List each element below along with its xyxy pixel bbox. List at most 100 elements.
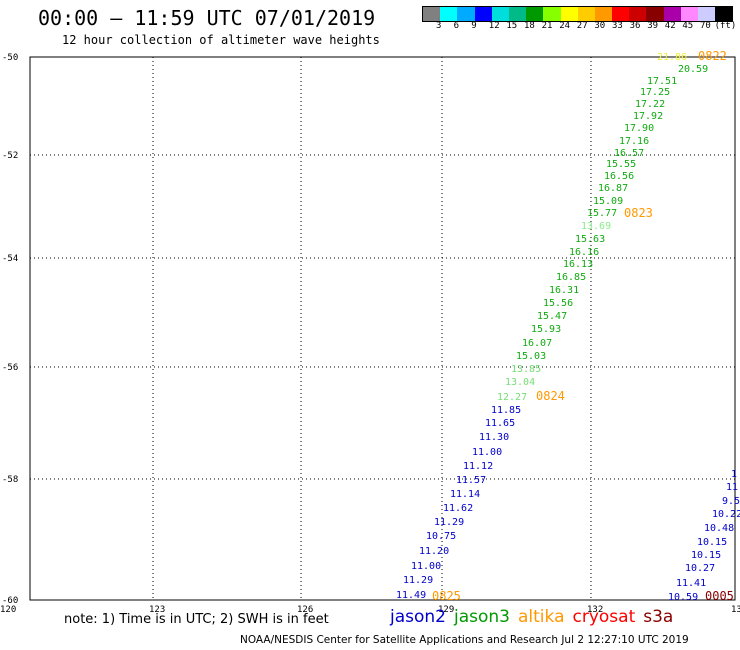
colorbar-label: 24	[559, 21, 571, 31]
swh-value-label: 10.22	[712, 509, 740, 520]
swh-value-label: 16.87	[598, 183, 628, 194]
colorbar-swatch	[629, 7, 647, 21]
swh-value-label: 20.59	[678, 64, 708, 75]
legend-jason2: jason2	[390, 607, 446, 627]
colorbar-swatch	[680, 7, 698, 21]
lat-tick-label: -60	[2, 596, 18, 606]
legend-cryosat: cryosat	[572, 607, 636, 627]
swh-value-label: 17.90	[624, 123, 654, 134]
swh-value-label: 17.25	[640, 87, 670, 98]
colorbar-swatch	[508, 7, 527, 21]
legend-s3a: s3a	[643, 607, 674, 627]
colorbar-label: 27	[576, 21, 588, 31]
colorbar-label: 3	[436, 21, 442, 31]
colorbar-swatch	[457, 7, 475, 21]
pass-time-label: 0823	[624, 206, 653, 220]
colorbar-swatch	[543, 7, 561, 21]
swh-value-label: 17.51	[647, 76, 677, 87]
lon-tick-label: 129	[438, 605, 454, 615]
swh-value-label: 16.07	[522, 338, 552, 349]
lon-tick-label: 120	[0, 605, 16, 615]
swh-value-label: 11.00	[411, 561, 441, 572]
swh-value-label: 11.30	[479, 432, 509, 443]
swh-value-label: 11.49	[396, 590, 426, 601]
units-note: note: 1) Time is in UTC; 2) SWH is in fe…	[64, 612, 329, 627]
lat-tick-label: -50	[2, 53, 18, 63]
swh-value-label: 11.20	[419, 546, 449, 557]
colorbar-label: 6	[453, 21, 460, 31]
colorbar-swatch	[594, 7, 613, 21]
pass-time-label: 0822	[698, 49, 727, 63]
colorbar-label: 12	[488, 21, 500, 31]
colorbar-swatch	[560, 7, 578, 21]
swh-value-label: 15.56	[543, 298, 573, 309]
colorbar-swatch	[715, 7, 733, 21]
colorbar-label: 33	[612, 21, 623, 31]
colorbar-label: 70	[700, 21, 711, 31]
map-frame	[29, 56, 736, 601]
credit-line: NOAA/NESDIS Center for Satellite Applica…	[240, 634, 689, 646]
swh-value-label: 10.15	[691, 550, 721, 561]
swh-value-label: 11.62	[443, 503, 473, 514]
colorbar-swatch	[663, 7, 681, 21]
swh-value-label: 11.29	[434, 517, 464, 528]
swh-value-label: 15.47	[537, 311, 567, 322]
pass-time-label: 0824	[536, 389, 565, 403]
swh-value-label: 16.85	[556, 272, 586, 283]
swh-value-label: 11.29	[403, 575, 433, 586]
colorbar-swatch	[423, 7, 441, 21]
colorbar-label: 36	[629, 21, 641, 31]
colorbar-label: 9	[471, 21, 477, 31]
swh-value-label: 13.69	[581, 221, 611, 232]
lat-tick-label: -56	[2, 363, 18, 373]
colorbar-swatch	[474, 7, 492, 21]
swh-value-label: 11.85	[491, 405, 521, 416]
swh-value-label: 16.56	[604, 171, 634, 182]
swh-value-label: 12.27	[497, 392, 527, 403]
pass-time-label: 0005	[705, 589, 734, 603]
swh-value-label: 15.55	[606, 159, 636, 170]
colorbar-swatch	[646, 7, 664, 21]
colorbar-swatch	[577, 7, 595, 21]
swh-value-label: 11.00	[472, 447, 502, 458]
colorbar-swatch	[491, 7, 509, 21]
colorbar-label: 42	[664, 21, 676, 31]
colorbar-label: 21	[541, 21, 553, 31]
colorbar-swatch	[526, 7, 544, 21]
pass-time-label: 0825	[432, 589, 461, 603]
colorbar	[422, 6, 734, 22]
lon-tick-label: 123	[149, 605, 165, 615]
swh-value-label: 1	[731, 469, 737, 480]
lat-tick-label: -54	[2, 254, 18, 264]
swh-value-label: 10.27	[685, 563, 715, 574]
page-title: 00:00 – 11:59 UTC 07/01/2019	[38, 6, 376, 30]
swh-value-label: 15.03	[516, 351, 546, 362]
swh-value-label: 16.31	[549, 285, 579, 296]
colorbar-labels: 3 6 9 12 15 18 21 24 27 30 33 36 39 42 45 70 (ft)	[422, 21, 740, 33]
colorbar-label: (ft)	[714, 21, 737, 31]
swh-value-label: 16.13	[563, 259, 593, 270]
legend-altika: altika	[518, 607, 565, 627]
swh-value-label: 10.75	[426, 531, 456, 542]
swh-value-label: 15.93	[531, 324, 561, 335]
swh-value-label: 10.15	[697, 537, 727, 548]
colorbar-label: 45	[682, 21, 694, 31]
swh-value-label: 11.65	[485, 418, 515, 429]
satellite-legend: jason2 jason3 altika cryosat s3a	[390, 607, 681, 627]
colorbar-label: 30	[594, 21, 606, 31]
swh-value-label: 15.77	[587, 208, 617, 219]
colorbar-swatch	[612, 7, 630, 21]
swh-value-label: 17.92	[633, 111, 663, 122]
lon-tick-label: 126	[297, 605, 313, 615]
swh-value-label: 9.5	[722, 496, 740, 507]
colorbar-swatch	[698, 7, 716, 21]
swh-value-label: 11.57	[456, 475, 486, 486]
swh-value-label: 21.86	[657, 52, 687, 63]
swh-value-label: 16.16	[569, 247, 599, 258]
legend-jason3: jason3	[454, 607, 510, 627]
swh-value-label: 13.04	[505, 377, 535, 388]
swh-value-label: 11.12	[463, 461, 493, 472]
swh-value-label: 11.41	[676, 578, 706, 589]
colorbar-swatch	[440, 7, 458, 21]
